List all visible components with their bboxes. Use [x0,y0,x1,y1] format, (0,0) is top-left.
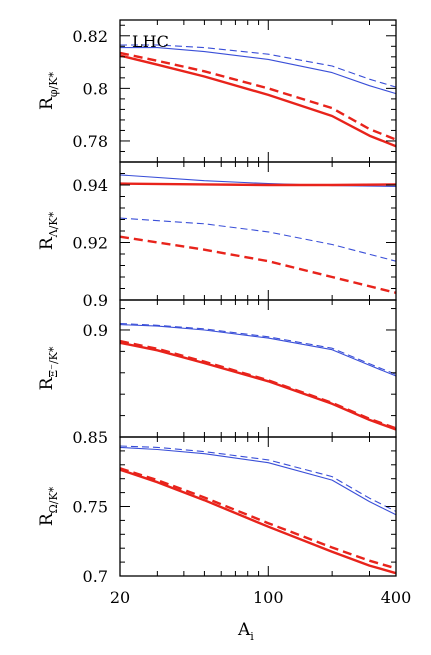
x-axis-title: Ai [237,620,254,643]
panel-1: 0.78 0.8 0.82 Rφ/K* [37,19,397,163]
y-axis-title-subscript: Ω/K* [47,486,60,513]
panel-frame [119,299,397,438]
y-tick-label: 0.75 [72,498,108,517]
y-axis-title: Rφ/K* [37,72,60,110]
series-red-solid-line [119,182,397,187]
series-red-dashed-line [119,467,397,570]
y-axis-title: RΩ/K* [37,486,60,526]
y-axis-title-main: R [37,376,57,390]
y-axis-title-main: R [37,236,57,250]
y-axis-title: RΞ⁻/K* [37,346,60,390]
panel-3: 0.85 0.9 RΞ⁻/K* [37,299,397,447]
series-blue-dashed-line [119,217,397,262]
y-tick-label: 0.7 [83,567,108,586]
series-blue-dashed-line [119,445,397,512]
series-blue-solid-line [120,47,397,95]
x-tick-label: 20 [110,588,130,607]
series-red-dashed-line [119,235,397,294]
y-tick-label: 0.9 [83,321,108,340]
series-red-solid-line [119,54,397,148]
x-tick-label: 400 [381,588,412,607]
series-blue-dashed-line [120,44,397,88]
y-tick-label: 0.85 [72,428,108,447]
chart-panels: 0.780.80.82Rφ/K*0.90.920.94RΛ/K*0.850.9R… [37,19,397,586]
series-blue-solid-line [119,446,397,516]
x-axis-title-subscript: i [250,630,254,643]
y-axis-title-subscript: Λ/K* [47,211,60,238]
y-axis-title-subscript: Ξ⁻/K* [47,346,60,377]
annotation-label: LHC [132,32,169,51]
y-tick-label: 0.92 [72,234,108,253]
y-tick-label: 0.9 [83,291,108,310]
series-blue-solid-line [119,324,397,377]
x-tick-label: 100 [253,588,284,607]
y-tick-label: 0.8 [83,79,108,98]
y-tick-label: 0.78 [72,132,108,151]
y-axis-title: RΛ/K* [37,211,60,250]
series-red-solid-line [119,341,397,431]
series-blue-dashed-line [119,322,397,376]
series-red-dashed-line [119,339,397,430]
y-tick-label: 0.82 [72,27,108,46]
series-red-solid-line [119,468,397,575]
y-axis-title-main: R [37,96,57,110]
panel-frame [119,436,397,577]
y-axis-title-subscript: φ/K* [47,72,60,98]
x-axis-title-main: A [237,620,251,640]
panel-4: 0.7 0.75 RΩ/K* [37,436,397,586]
y-tick-label: 0.94 [72,176,108,195]
panel-2: 0.9 0.92 0.94 RΛ/K* [37,161,397,310]
y-axis-title-main: R [37,512,57,526]
x-tick-labels: 20 100 400 [110,588,411,607]
